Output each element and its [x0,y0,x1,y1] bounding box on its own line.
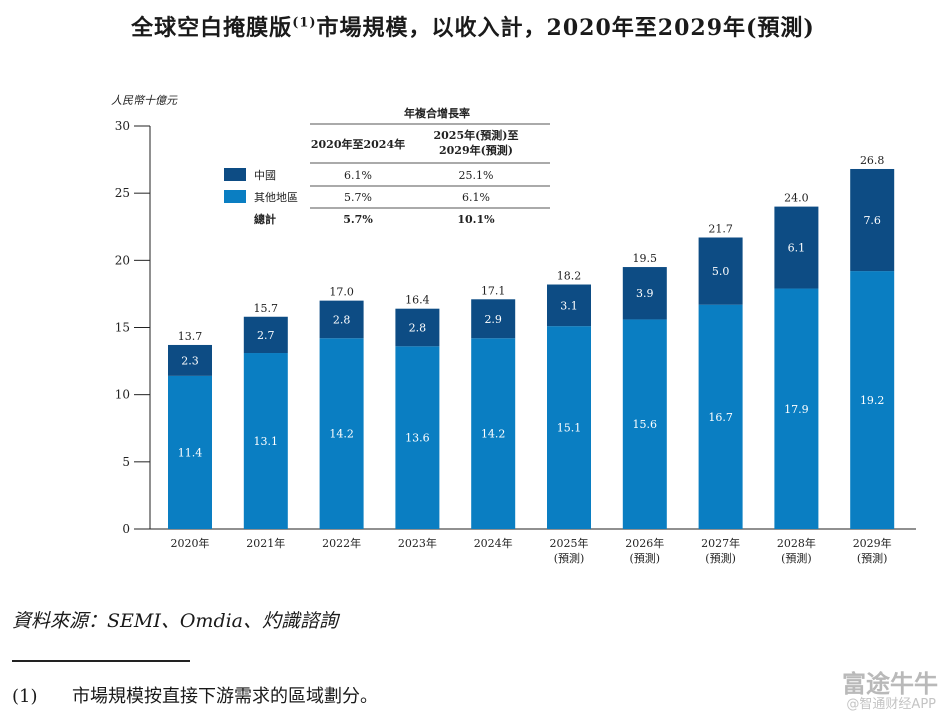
bar-segment-china [850,168,895,272]
data-label-other-regions: 15.6 [633,418,658,431]
bar-segment-other-regions [698,304,743,529]
bar-segment-other-regions [774,288,819,529]
bar-segment-china [319,300,364,339]
y-tick-label: 20 [115,253,130,267]
cagr-col1-header: 2020年至2024年 [311,137,405,151]
x-tick-label: (預測) [705,551,736,565]
cagr-table-title: 年複合增長率 [404,106,470,120]
data-label-other-regions: 16.7 [708,411,733,424]
legend-label: 總計 [254,212,276,226]
data-label-china: 6.1 [788,242,806,255]
y-tick-label: 0 [122,522,130,536]
y-axis-title: 人民幣十億元 [111,94,178,107]
bar-segment-other-regions [243,353,288,529]
y-tick-label: 10 [115,388,130,402]
data-label-other-regions: 19.2 [860,394,885,407]
legend-swatch [224,168,246,181]
x-tick-label: (預測) [857,551,888,565]
bar-segment-other-regions [471,338,516,529]
bar-segment-other-regions [168,375,212,529]
watermark-text: @智通财经APP [846,697,936,712]
data-label-total: 15.7 [254,302,279,315]
y-tick-label: 15 [115,321,130,335]
y-tick-label: 30 [115,119,130,133]
data-label-total: 21.7 [708,222,733,235]
bar-segment-china [622,267,667,320]
data-label-total: 26.8 [860,154,885,167]
footnote-text: 市場規模按直接下游需求的區域劃分。 [72,686,378,707]
x-tick-label: (預測) [554,551,585,565]
bar-segment-other-regions [850,271,895,529]
data-label-total: 17.0 [329,286,354,299]
data-label-other-regions: 14.2 [481,428,506,441]
x-tick-label: (預測) [781,551,812,565]
x-tick-label: 2022年 [322,536,361,550]
x-tick-label: 2023年 [398,536,437,550]
cagr-col2-header-line1: 2025年(預測)至 [433,128,518,142]
data-label-china: 2.8 [409,322,427,335]
x-tick-label: 2020年 [171,536,210,550]
bar-segment-other-regions [395,346,440,529]
data-label-china: 7.6 [863,214,881,227]
data-label-other-regions: 15.1 [557,422,582,435]
bar-segment-china [547,284,591,327]
cagr-value-2025-2029: 10.1% [457,213,495,226]
bar-segment-china [168,344,212,376]
x-tick-label: 2027年 [701,536,740,550]
data-label-other-regions: 11.4 [178,446,203,459]
x-tick-label: 2025年 [550,536,589,550]
data-label-china: 3.1 [560,299,578,312]
data-label-other-regions: 14.2 [329,428,354,441]
source-note: 資料來源：SEMI、Omdia、灼識諮詢 [12,610,339,632]
x-tick-label: 2029年 [853,536,892,550]
data-label-total: 18.2 [557,270,582,283]
x-tick-label: 2026年 [625,536,664,550]
y-tick-label: 5 [122,455,130,469]
data-label-total: 16.4 [405,294,430,307]
cagr-value-2025-2029: 6.1% [462,191,490,204]
cagr-value-2025-2029: 25.1% [459,169,494,182]
data-label-other-regions: 13.1 [254,435,279,448]
footnote: (1) 市場規模按直接下游需求的區域劃分。 [12,682,378,708]
data-label-china: 2.9 [484,313,502,326]
bar-segment-china [395,308,440,347]
footnote-divider [12,660,190,662]
x-tick-label: 2021年 [246,536,285,550]
data-label-china: 2.3 [181,354,199,367]
data-label-total: 24.0 [784,192,809,205]
data-label-other-regions: 17.9 [784,403,809,416]
data-label-china: 2.8 [333,313,351,326]
x-tick-label: 2028年 [777,536,816,550]
bar-segment-other-regions [622,319,667,529]
data-label-total: 13.7 [178,330,203,343]
bar-segment-china [698,237,743,305]
bar-segment-china [774,206,819,289]
cagr-col2-header-line2: 2029年(預測) [439,143,513,157]
x-tick-label: (預測) [630,551,661,565]
cagr-value-2020-2024: 5.7% [344,191,372,204]
chart-title: 全球空白掩膜版(1)市場規模，以收入計，2020年至2029年(預測) [131,15,815,41]
x-tick-label: 2024年 [474,536,513,550]
legend-label: 中國 [254,169,276,182]
legend-swatch [224,190,246,203]
footnote-number: (1) [12,686,38,707]
data-label-total: 17.1 [481,284,506,297]
bar-segment-china [471,299,516,339]
data-label-china: 3.9 [636,287,654,300]
stacked-bar-chart: 人民幣十億元 0 5 10 15 20 25 30 11.4 2.3 13.7 2020年 13.1 2.… [111,94,916,565]
y-tick-label: 25 [115,186,130,200]
data-label-other-regions: 13.6 [405,432,430,445]
watermark-logo: 富途牛牛 [842,670,938,698]
legend-label: 其他地區 [254,191,298,204]
bar-segment-china [243,316,288,354]
bar-segment-other-regions [547,326,591,529]
data-label-total: 19.5 [633,252,658,265]
bar-segment-other-regions [319,338,364,529]
data-label-china: 5.0 [712,265,730,278]
cagr-value-2020-2024: 5.7% [343,213,373,226]
cagr-value-2020-2024: 6.1% [344,169,372,182]
data-label-china: 2.7 [257,329,275,342]
